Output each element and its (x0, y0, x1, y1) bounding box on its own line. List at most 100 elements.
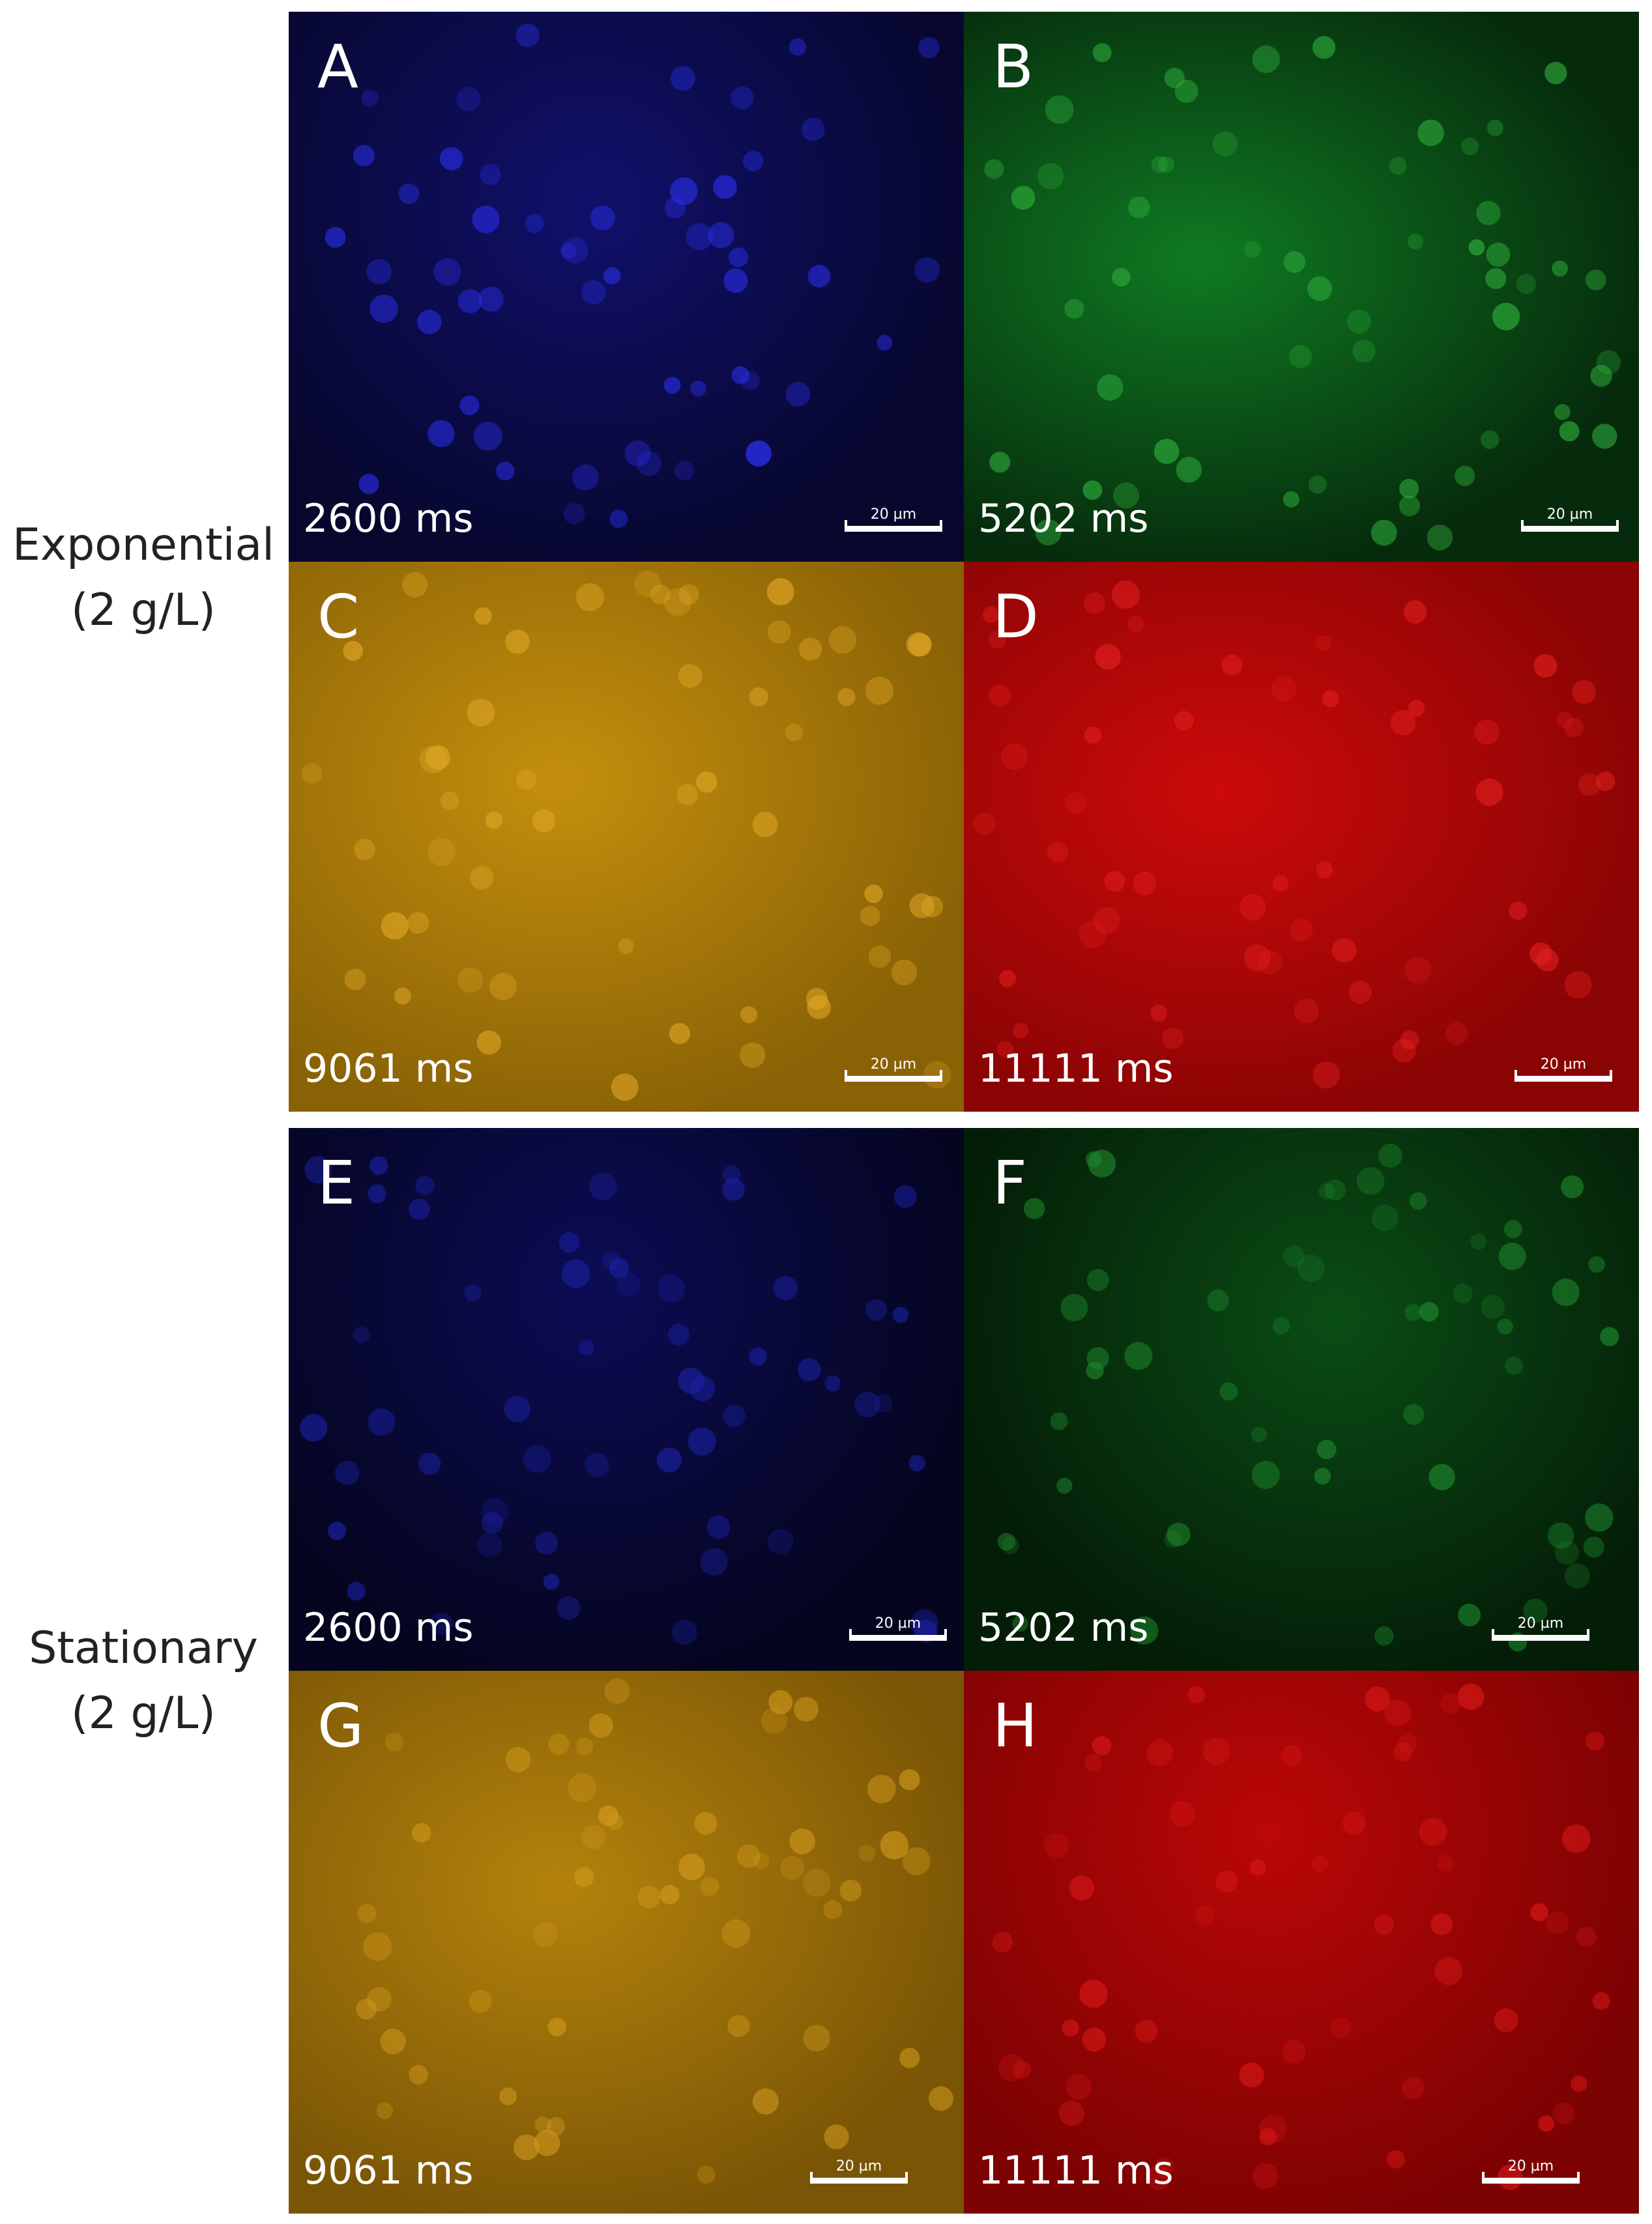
cell-blob (525, 214, 544, 233)
cell-blob (828, 626, 857, 654)
cell-blob (1314, 1467, 1331, 1485)
cell-blob (998, 2054, 1026, 2081)
cell-blob (601, 1250, 620, 1270)
cell-blob (1408, 700, 1425, 717)
cell-blob (636, 451, 661, 476)
scale-bar-label: 20 µm (870, 506, 917, 523)
cell-blob (1399, 478, 1419, 499)
cell-blob (723, 268, 748, 293)
cell-blob (1578, 773, 1601, 796)
cell-blob (669, 1023, 691, 1045)
cell-blob (773, 1276, 798, 1301)
cell-blob (376, 2102, 393, 2119)
cell-blob (585, 1452, 609, 1477)
cell-blob (1094, 907, 1121, 934)
cell-blob (923, 1061, 951, 1089)
cell-blob (558, 1232, 580, 1253)
micrograph-field (964, 562, 1639, 1112)
cell-blob (753, 1853, 770, 1869)
cell-blob (1374, 1914, 1394, 1935)
cell-blob (504, 1395, 530, 1422)
panel-f: F 5202 ms 20 µm (964, 1128, 1639, 1671)
cell-blob (1001, 743, 1028, 770)
cell-blob (1318, 1183, 1335, 1200)
cell-blob (697, 2165, 716, 2184)
cell-blob (854, 1391, 880, 1418)
cell-blob (694, 1812, 717, 1835)
cell-blob (496, 461, 515, 481)
cell-blob (473, 422, 502, 451)
cell-blob (1069, 1875, 1095, 1901)
cell-blob (363, 1932, 392, 1961)
cell-blob (1011, 186, 1036, 210)
cell-blob (482, 1512, 504, 1534)
cell-blob (407, 912, 429, 934)
cell-blob (858, 1844, 876, 1862)
cell-blob (505, 629, 530, 654)
cell-blob (1135, 2019, 1158, 2043)
cell-blob (1128, 196, 1150, 219)
cell-layer (301, 570, 951, 1101)
cell-blob (477, 1532, 502, 1557)
cell-blob (1127, 616, 1144, 633)
cell-blob (1342, 1812, 1365, 1835)
micrograph-field (289, 12, 964, 562)
cell-blob (1124, 1342, 1153, 1370)
panel-letter: F (993, 1148, 1027, 1218)
cell-blob (1563, 717, 1584, 738)
cell-blob (347, 1581, 366, 1601)
cell-blob (974, 812, 996, 835)
cell-blob (1485, 268, 1507, 289)
panel-d: D 11111 ms 20 µm (964, 562, 1639, 1112)
cell-blob (1092, 43, 1112, 63)
cell-blob (824, 2124, 849, 2150)
cell-blob (573, 1867, 594, 1887)
cell-blob (1187, 1686, 1206, 1703)
cell-blob (999, 970, 1017, 987)
row-label-line2: (2 g/L) (71, 1688, 216, 1739)
cell-blob (676, 784, 698, 805)
cell-blob (1516, 274, 1537, 295)
cell-blob (1307, 276, 1333, 301)
cell-blob (1035, 519, 1062, 545)
cell-blob (457, 289, 482, 313)
cell-blob (798, 1358, 821, 1381)
cell-blob (1576, 1926, 1597, 1947)
cell-blob (839, 1879, 862, 1902)
cell-blob (1533, 654, 1558, 678)
cell-blob (789, 1828, 815, 1855)
cell-blob (1113, 482, 1140, 509)
cell-blob (515, 769, 537, 790)
cell-blob (398, 183, 420, 205)
cell-blob (752, 811, 778, 837)
cell-blob (1272, 875, 1289, 892)
cell-blob (470, 866, 494, 889)
cell-blob (740, 1042, 766, 1068)
cell-blob (1023, 1198, 1045, 1219)
cell-blob (807, 265, 831, 288)
scale-bar-label: 20 µm (835, 2158, 882, 2174)
cell-blob (989, 452, 1011, 473)
row-label-line1: Exponential (12, 519, 275, 571)
panel-a: A 2600 ms 20 µm (289, 12, 964, 562)
cell-blob (534, 2130, 560, 2156)
cell-blob (1309, 475, 1327, 494)
cell-blob (1219, 1382, 1238, 1401)
cell-blob (557, 1596, 581, 1620)
cell-blob (746, 440, 772, 467)
row-label-stationary: Stationary (2 g/L) (7, 1616, 280, 1746)
cell-blob (656, 1447, 682, 1473)
cell-blob (1585, 269, 1606, 291)
cell-blob (624, 440, 651, 467)
cell-layer (325, 23, 940, 528)
cell-blob (877, 334, 893, 351)
cell-blob (749, 1347, 767, 1366)
cell-blob (743, 151, 764, 171)
cell-blob (1272, 1317, 1290, 1335)
panel-letter: H (993, 1691, 1038, 1761)
cell-blob (1290, 918, 1313, 942)
cell-blob (696, 771, 717, 793)
cell-blob (659, 1885, 680, 1905)
cell-blob (798, 637, 822, 661)
cell-blob (1486, 119, 1504, 136)
